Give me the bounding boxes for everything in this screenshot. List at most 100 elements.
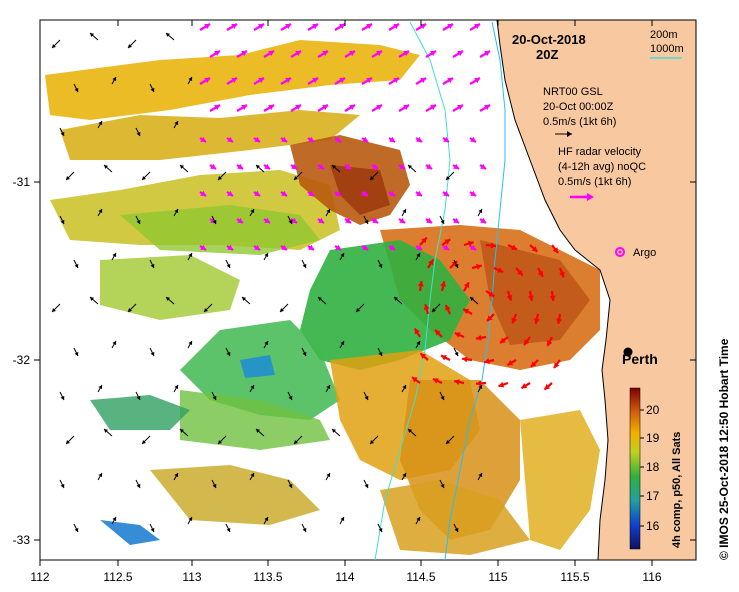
radar-arrow [344, 163, 352, 170]
radar-arrow [307, 136, 315, 143]
colorbar-label: 4h comp, p50, All Sats [671, 432, 683, 548]
wind-arrow [401, 384, 407, 393]
wind-arrow [173, 208, 179, 217]
wind-arrow [249, 472, 255, 481]
radar-arrow [236, 163, 244, 170]
x-tick-label: 115 [488, 570, 507, 584]
radar-arrow [334, 244, 342, 251]
wind-arrow [97, 384, 103, 393]
wind-arrow [111, 516, 117, 525]
radar-legend-arrow-icon [570, 193, 594, 201]
radar-arrow [452, 217, 460, 224]
radar-arrow [307, 77, 319, 85]
wind-arrow [369, 171, 379, 181]
contour-200m [444, 21, 506, 561]
radar-arrow [334, 23, 346, 31]
radar-arrow [546, 336, 553, 347]
depth-legend-1000: 1000m [650, 43, 684, 55]
colorbar-tick-label: 20 [646, 403, 660, 417]
radar-arrow [388, 23, 400, 31]
radar-arrow [527, 290, 534, 302]
wind-arrow [279, 303, 289, 313]
radar-arrow [442, 23, 454, 31]
radar-arrow [199, 190, 207, 197]
radar-arrow [442, 190, 450, 197]
radar-arrow [440, 281, 447, 292]
radar-arrow [442, 244, 450, 251]
wind-arrow [103, 164, 113, 173]
radar-arrow [475, 380, 487, 387]
wind-arrow [439, 391, 445, 401]
radar-arrow [371, 50, 383, 58]
radar-arrow [413, 327, 421, 338]
radar-arrow [417, 280, 424, 292]
radar-arrow [452, 163, 460, 170]
wind-arrow [469, 296, 479, 305]
wind-arrow [445, 171, 455, 181]
wind-arrow [97, 208, 103, 217]
radar-arrow [415, 77, 427, 85]
wind-arrow [59, 127, 65, 137]
radar-arrow [263, 163, 271, 170]
wind-arrow [355, 303, 365, 313]
radar-arrow [317, 50, 329, 58]
radar-arrow [425, 50, 437, 58]
wind-arrow [165, 296, 175, 305]
wind-arrow [149, 347, 155, 357]
contour-1000m [374, 21, 451, 561]
wind-arrow [263, 252, 269, 261]
wind-arrow [415, 252, 421, 261]
wind-arrow [255, 428, 265, 437]
radar-arrow [317, 217, 325, 224]
radar-arrow [453, 379, 465, 385]
wind-arrow [165, 32, 175, 41]
colorbar-tick-label: 19 [646, 431, 660, 445]
radar-arrow [317, 104, 329, 112]
radar-arrow [263, 217, 271, 224]
radar-arrow [419, 236, 428, 246]
wind-arrow [363, 391, 369, 401]
x-tick-label: 115.5 [560, 570, 589, 584]
wind-arrow [255, 164, 265, 173]
x-tick-label: 113.5 [253, 570, 282, 584]
wind-arrow [97, 472, 103, 481]
wind-legend-line1: NRT00 GSL [543, 86, 603, 98]
wind-arrow [51, 39, 61, 49]
radar-arrow [290, 217, 298, 224]
radar-arrow [226, 23, 238, 31]
radar-arrow [361, 23, 373, 31]
radar-legend-line1: HF radar velocity [558, 146, 642, 158]
radar-arrow [226, 136, 234, 143]
wind-arrow [135, 127, 141, 137]
radar-arrow [415, 190, 423, 197]
radar-arrow [454, 332, 465, 339]
x-axis: 112 112.5 113 113.5 114 114.5 115 115.5 116 [30, 20, 662, 584]
wind-arrow [293, 171, 303, 181]
radar-arrow [361, 77, 373, 85]
wind-arrow [287, 391, 293, 401]
x-tick-label: 114.5 [406, 570, 435, 584]
radar-arrow [280, 23, 292, 31]
colorbar-tick-label: 17 [646, 489, 660, 503]
wind-arrow [73, 83, 79, 93]
wind-arrow [339, 252, 345, 261]
wind-arrow [369, 435, 379, 445]
title-date: 20-Oct-2018 [512, 32, 586, 47]
radar-arrow [469, 23, 481, 31]
radar-arrow [253, 136, 261, 143]
wind-arrow [203, 303, 213, 313]
wind-arrow [111, 340, 117, 349]
wind-arrow [401, 208, 407, 217]
wind-arrow [445, 435, 455, 445]
radar-arrow [226, 190, 234, 197]
x-tick-label: 113 [182, 570, 201, 584]
wind-arrow [97, 120, 103, 129]
colorbar-tick-label: 16 [646, 519, 660, 533]
x-tick-label: 112.5 [103, 570, 132, 584]
radar-arrow [253, 23, 265, 31]
wind-arrow [431, 303, 441, 313]
wind-arrow [65, 171, 75, 181]
radar-arrow [471, 263, 482, 270]
wind-legend-line3: 0.5m/s (1kt 6h) [543, 116, 616, 128]
radar-arrow [463, 281, 470, 292]
